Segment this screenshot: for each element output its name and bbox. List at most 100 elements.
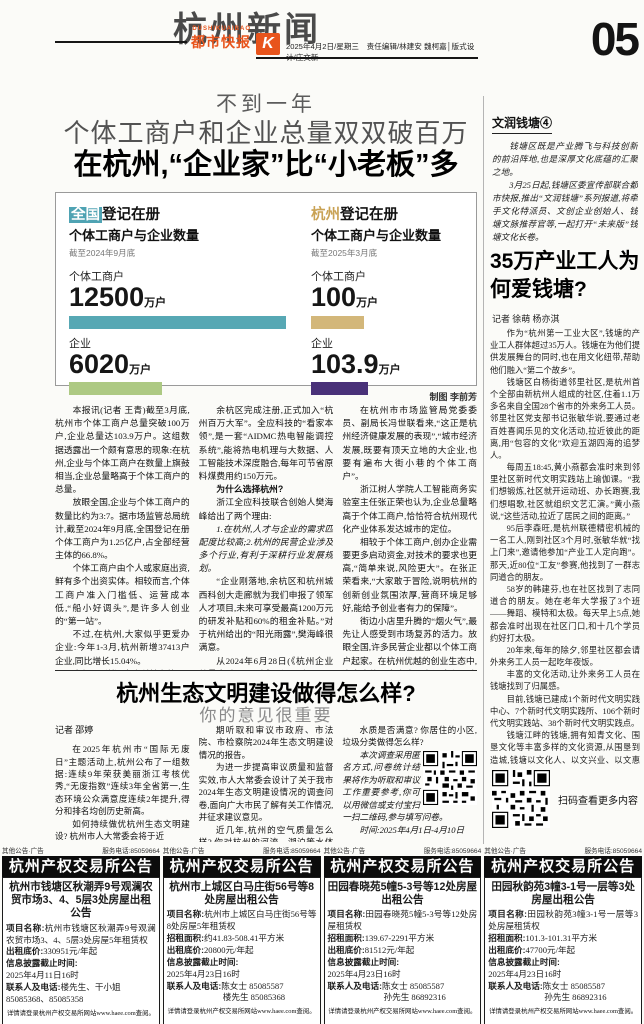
bar-national-individual: [69, 315, 286, 329]
article-body: 本报讯(记者 王青)截至3月底,杭州市个体工商户总量突破100万户,企业总量达1…: [55, 404, 477, 670]
metric-value: 6020万户: [69, 348, 152, 379]
ad-deadline-label: 信息披露截止时间:: [6, 958, 78, 969]
paragraph: 从2024年6月28日(《杭州企业总量突破100万户》)到2025年3月31日,…: [199, 655, 334, 670]
ad-title: 田园春晓苑5幢5-3号等12处房屋出租公告: [327, 881, 478, 907]
ad-header-bar: 杭州产权交易所公告: [323, 856, 482, 877]
qr-caption: 扫码查看更多内容: [558, 795, 638, 807]
page-number: 05: [590, 13, 640, 65]
panel-title-rest: 登记在册: [102, 207, 160, 223]
eco-title: 杭州生态文明建设做得怎么样?: [116, 681, 416, 706]
paragraph: 街边小店里升腾的“烟火气”,最先让人感受到市场复苏的活力。放眼全国,许多民营企业…: [342, 616, 478, 670]
panel-title-rest: 登记在册: [340, 207, 398, 223]
ad-area: 招租面积:101.3-101.31平方米: [488, 933, 598, 944]
eco-column-1: 记者 邵婷 在2025年杭州市“国际无废日”主题活动上,杭州公布了一组数据:连续…: [55, 724, 190, 842]
paragraph: 浙江全应科技联合创始人樊海峰给出了两个理由:: [198, 497, 334, 521]
panel-title: 全国 登记在册: [69, 203, 309, 224]
paragraph: 在杭州市市场监管局党委委员、副局长冯世联看来,“这正是杭州经济健康发展的表现”,…: [342, 405, 478, 481]
sidebar-headline: 35万产业工人为何爱钱塘?: [490, 250, 640, 302]
bar-hangzhou-enterprise: [311, 382, 368, 396]
ad-footer: 详情请登录杭州产权交易所网站www.haee.com查阅。: [328, 1008, 477, 1016]
paragraph-italic: 1.在杭州,人才与企业的需求匹配度比较高;2.杭州的民营企业涉及多个行业,有利于…: [198, 523, 334, 574]
paragraph: “企业刚落地,余杭区和杭州城西科创大走廊就为我们申报了领军人才项目,未来可享受最…: [198, 576, 334, 653]
ad-contact: 联系人及电话:楼先生、干小姐: [6, 982, 121, 992]
series-tag: 文润钱塘④: [492, 114, 553, 134]
paragraph: 钱塘区白杨街道邻里社区,是杭州首个全部由新杭州人组成的社区,住着1.1万多名来自…: [490, 377, 640, 460]
ad-deadline-label: 信息披露截止时间:: [488, 956, 560, 967]
ad-service-phone: 服务电话:85059664: [262, 848, 321, 855]
ad-deadline-label: 信息披露截止时间:: [166, 956, 239, 967]
ad-contact-phones: 孙先生 86892316: [544, 992, 607, 1003]
brand-english: DUSHIKUAIBAO: [192, 26, 251, 32]
paragraph-italic: 钱塘区既是产业腾飞与科技创新的前沿阵地,也是深厚文化底蕴的汇聚之地。: [492, 141, 638, 178]
lead-headline: 在杭州,“企业家”比“小老板”多: [73, 149, 459, 181]
ad-label-row: 其他公告·广告 服务电话:85059664: [324, 845, 482, 855]
paragraph: 期听取和审议市政府、市法院、市检察院2024年生态文明建设情况的报告。: [198, 725, 334, 760]
paragraph: 作为“杭州第一工业大区”,钱塘的产业工人群体超过35万人。钱塘在为他们提供发展舞…: [490, 329, 640, 375]
metric-label: 个体工商户: [69, 271, 124, 283]
article-column-3: 在杭州市市场监管局党委委员、副局长冯世联看来,“这正是杭州经济健康发展的表现”,…: [342, 404, 477, 670]
ad-label-row: 其他公告·广告 服务电话:85059664: [163, 845, 321, 855]
section-divider: [55, 670, 477, 671]
ad-deadline-value: 2025年4月23日16时: [488, 968, 562, 979]
brand-chinese: 都市快报: [191, 34, 251, 50]
header-rule: [55, 41, 187, 43]
ad-price: 出租底价:330951元/年起: [6, 946, 98, 957]
qr-code-image: [423, 750, 478, 805]
ad-project-name: 项目名称:杭州市钱塘区秋潮弄9号观澜农贸市场3、4、5层3处房屋5年租赁权: [6, 922, 156, 945]
ad-chunxiao: 其他公告·广告 服务电话:85059664 杭州产权交易所公告 田园春晓苑5幢5…: [323, 845, 482, 1024]
sidebar-qr-row: 扫码查看更多内容: [492, 770, 640, 828]
paragraph: 目前,钱塘已建成1个新时代文明实践中心、7个新时代文明实践所、106个新时代文明…: [490, 694, 640, 728]
panel-asof: 截至2024年9月底: [69, 248, 136, 258]
ad-label-row: 其他公告·广告 服务电话:85059664: [484, 845, 642, 855]
paragraph: 为进一步提高审议质量和监督实效,市人大常委会设计了关于我市2024年生态文明建设…: [198, 762, 334, 823]
sidebar-body: 作为“杭州第一工业大区”,钱塘的产业工人群体超过35万人。钱塘在为他们提供发展舞…: [490, 328, 640, 764]
masthead-title: 杭州新闻: [173, 11, 321, 49]
ad-box: 田园春晓苑5幢5-3号等12处房屋出租公告 项目名称:田园春晓苑5幢5-3号等1…: [323, 877, 482, 1024]
sidebar-byline: 记者 徐萌 杨亦淇: [492, 314, 560, 324]
paragraph: 余杭区完成注册,正式加入“杭州百万大军”。全应科技的“看家本领”,是一套“AID…: [198, 405, 334, 481]
ad-contact: 联系人及电话:陈女士 85085587: [327, 980, 445, 991]
sidebar-intro: 钱塘区既是产业腾飞与科技创新的前沿阵地,也是深厚文化底蕴的汇聚之地。 3月25日…: [492, 140, 638, 244]
article-column-1: 本报讯(记者 王青)截至3月底,杭州市个体工商户总量突破100万户,企业总量达1…: [55, 404, 190, 670]
hangzhou-tag: 杭州: [311, 207, 340, 223]
paragraph: 20年来,每年的除夕,邻里社区都会请外来务工人员一起吃年夜饭。: [490, 645, 640, 668]
infographic-box: 全国 登记在册 个体工商户与企业数量 截至2024年9月底 个体工商户 12500…: [55, 192, 477, 396]
eco-column-2: 期听取和审议市政府、市法院、市检察院2024年生态文明建设情况的报告。 为进一步…: [199, 724, 334, 842]
bar-national-enterprise: [69, 382, 162, 396]
ad-box: 杭州市上城区白马庄街56号等8处房屋出租公告 项目名称:杭州市上城区白马庄街56…: [162, 877, 321, 1024]
paragraph: 在2025年杭州市“国际无废日”主题活动上,杭州公布了一组数据:连续9年荣获美丽…: [55, 744, 190, 817]
survey-time: 时间:2025年4月1日-4月10日: [359, 824, 465, 835]
paragraph-italic: 本次调查采用匿名方式,问卷统计结果将作为听取和审议工作重要参考,你可以用微信或支…: [342, 749, 448, 823]
ad-price: 出租底价:81512元/年起: [327, 945, 415, 956]
infographic-panel-national: 全国 登记在册 个体工商户与企业数量 截至2024年9月底 个体工商户 12500…: [69, 203, 309, 401]
paragraph: 浙江树人学院人工智能商务实验室主任张正荣也认为,企业总量略高于个体工商户,恰恰符…: [342, 484, 478, 534]
ad-service-phone: 服务电话:85059664: [102, 848, 160, 855]
bar-hangzhou-individual: [311, 315, 364, 329]
paragraph: 本报讯(记者 王青)截至3月底,杭州市个体工商户总量突破100万户,企业总量达1…: [55, 405, 190, 495]
infographic-panel-hangzhou: 杭州登记在册 个体工商户与企业数量 截至2025年3月底 个体工商户 100万户…: [311, 203, 471, 401]
eco-subtitle: 你的意见很重要: [199, 706, 333, 725]
ad-contact: 联系人及电话:陈女士 85085587: [166, 980, 284, 991]
ad-area: 招租面积:约41.83-508.41平方米: [166, 933, 285, 944]
ad-deadline-value: 2025年4月23日16时: [327, 968, 401, 979]
metric-unit: 万户: [144, 297, 167, 309]
ad-service-phone: 服务电话:85059664: [423, 848, 482, 855]
metric-label: 企业: [69, 337, 91, 350]
eco-column-3: 水质是否满意? 你居住的小区,垃圾分类做得怎么样?: [342, 724, 478, 842]
lead-kicker: 不到一年: [216, 92, 316, 116]
panel-subtitle: 个体工商户与企业数量: [311, 228, 442, 243]
ad-footer: 详情请登录杭州产权交易所网站www.haee.com查阅。: [489, 1008, 638, 1016]
ad-deadline-value: 2025年4月11日16时: [6, 970, 79, 981]
paragraph: 水质是否满意? 你居住的小区,垃圾分类做得怎么样?: [342, 725, 478, 748]
vertical-divider: [483, 96, 484, 844]
ad-footer: 详情请登录杭州产权交易所网站www.haee.com查阅。: [167, 1008, 316, 1016]
panel-subtitle: 个体工商户与企业数量: [69, 228, 200, 243]
paragraph: 个体工商户由个人或家庭出资,鲜有多个出资实体。相较而言,个体工商户准入门槛低、运…: [55, 563, 190, 626]
ad-title: 杭州市钱塘区秋潮弄9号观澜农贸市场3、4、5层3处房屋出租公告: [9, 881, 153, 920]
ad-baimazhuang: 其他公告·广告 服务电话:85059664 杭州产权交易所公告 杭州市上城区白马…: [162, 845, 321, 1024]
ad-deadline-value: 2025年4月23日16时: [166, 968, 240, 979]
panel-asof: 截至2025年3月底: [311, 248, 378, 258]
panel-title: 杭州登记在册: [311, 203, 471, 224]
ad-category-label: 其他公告·广告: [484, 848, 527, 855]
ad-header-bar: 杭州产权交易所公告: [162, 856, 321, 877]
